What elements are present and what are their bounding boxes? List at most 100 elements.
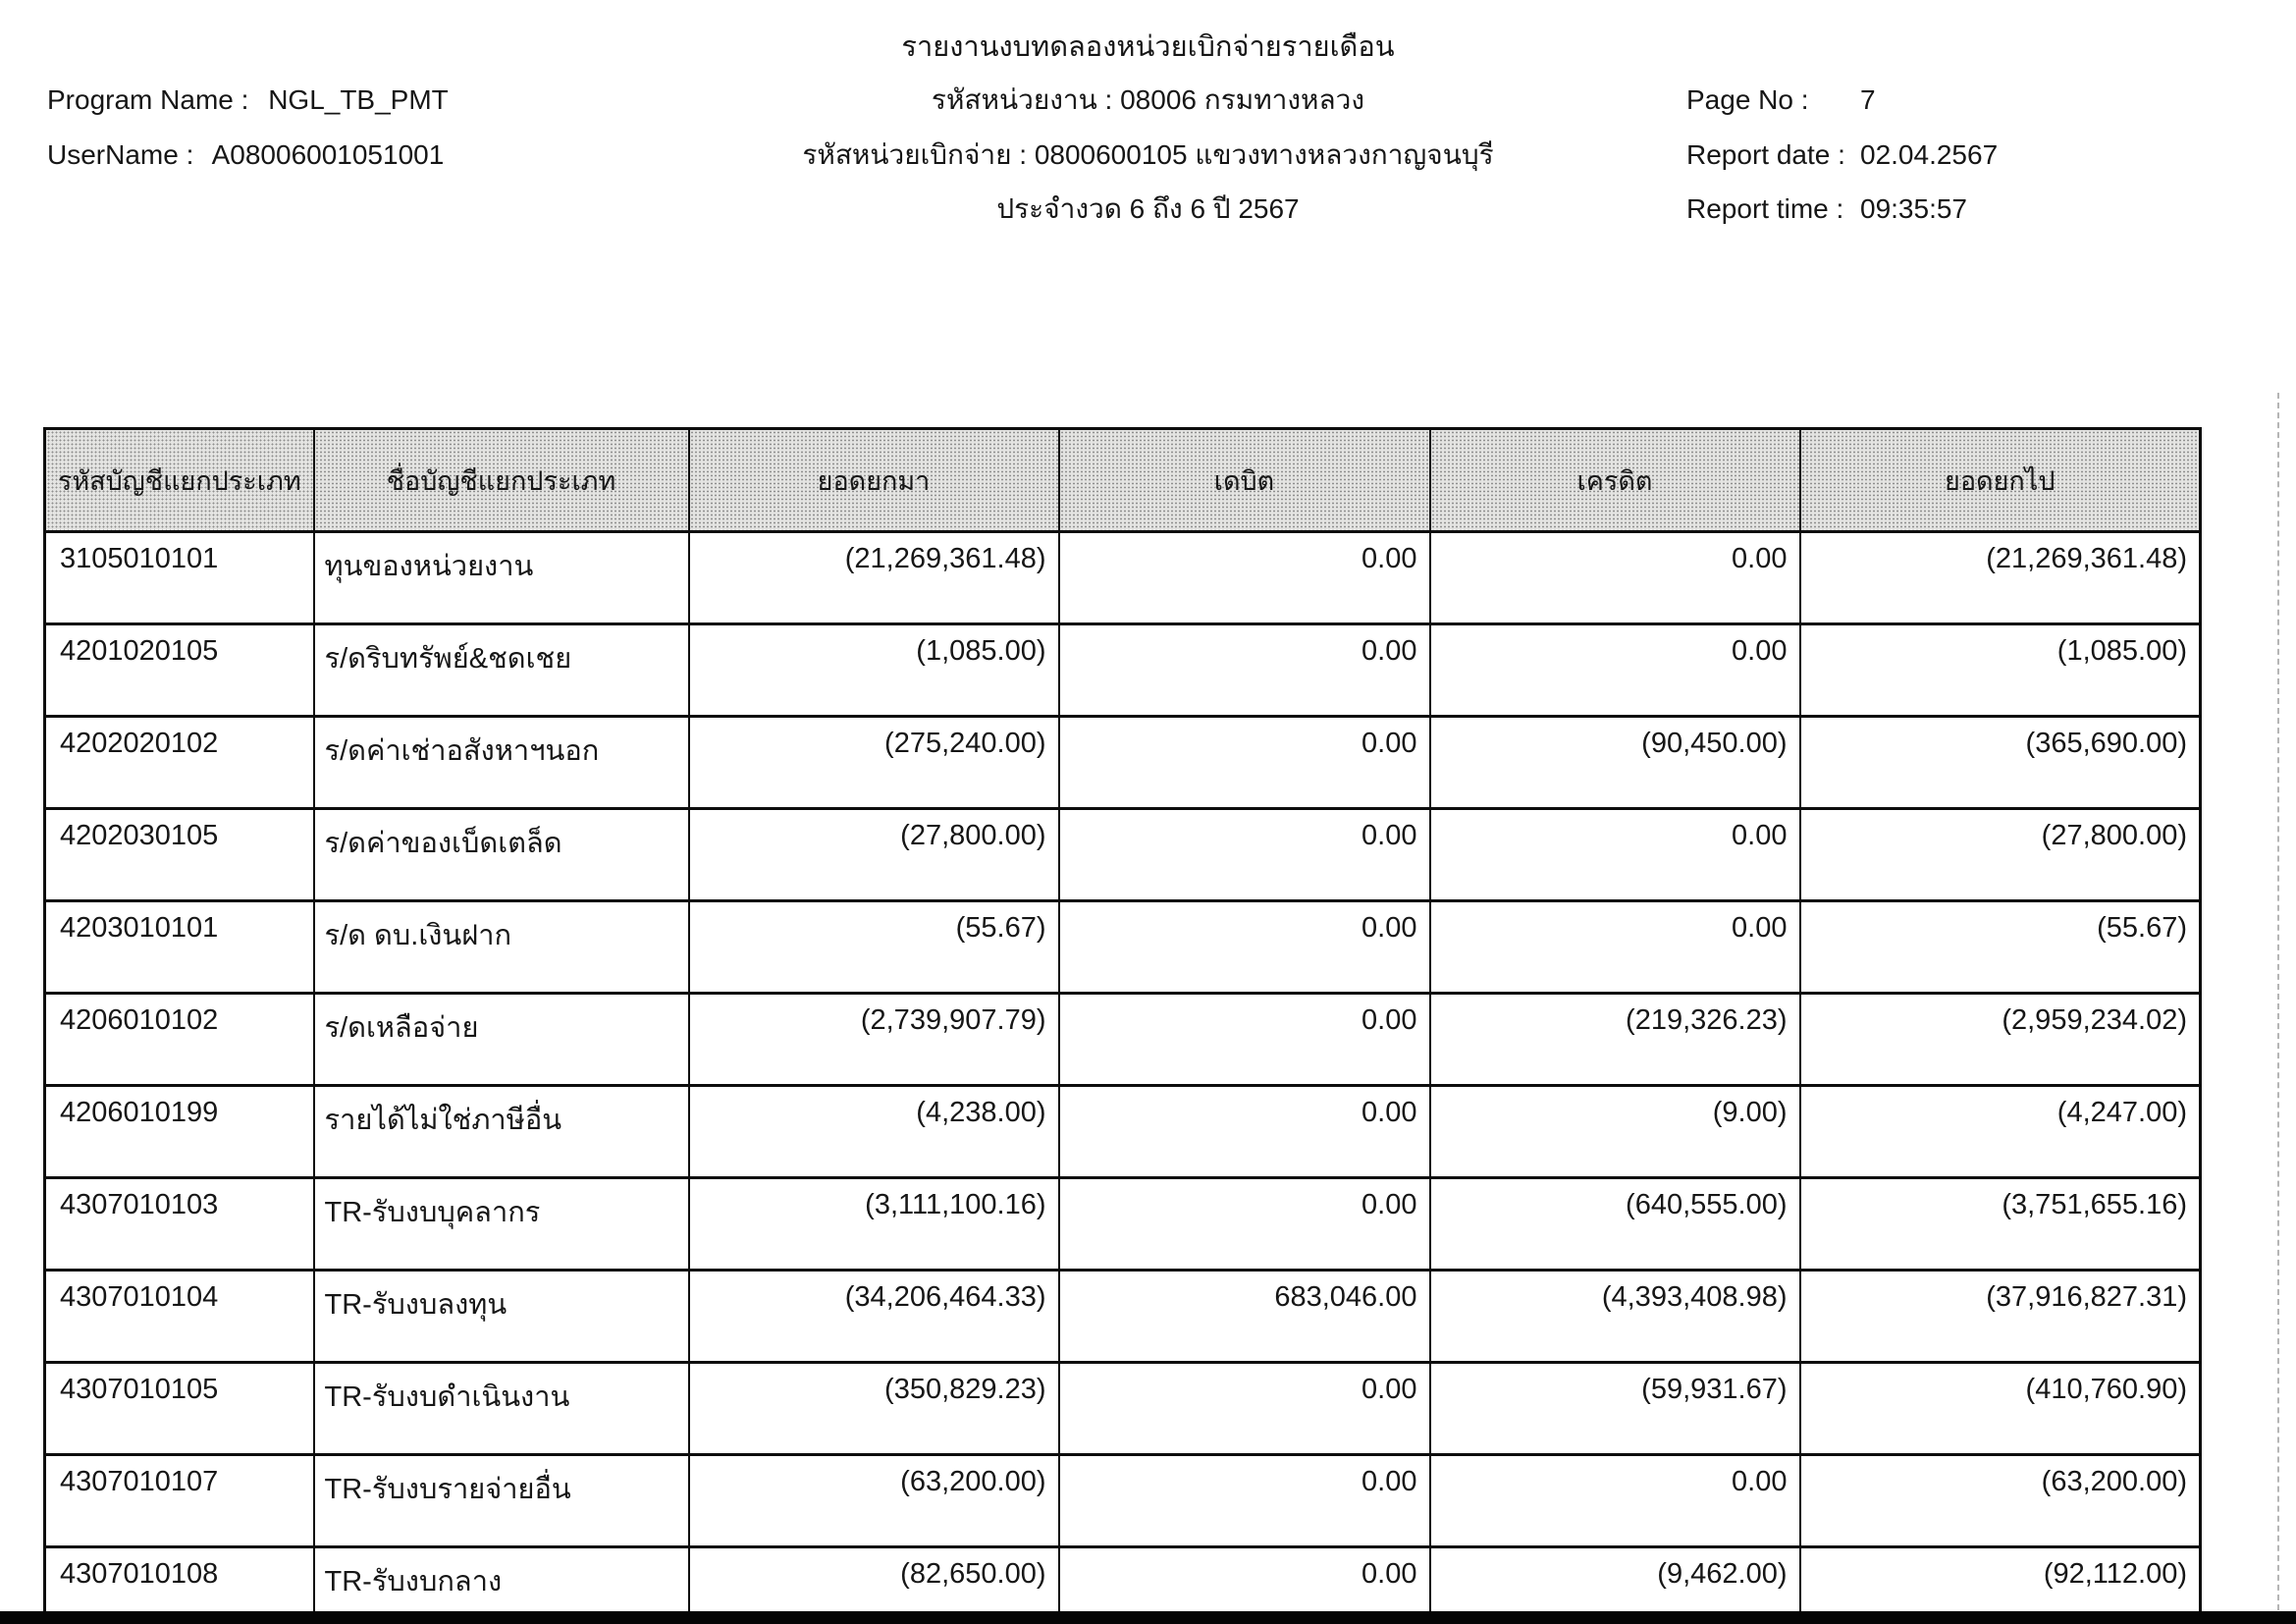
cell-ending-balance: (37,916,827.31) (1798, 1269, 2202, 1364)
cell-account-name: TR-รับงบบุคลากร (312, 1176, 690, 1272)
table-header: รหัสบัญชีแยกประเภท ชื่อบัญชีแยกประเภท ยอ… (43, 427, 2202, 533)
page-no-value: 7 (1860, 84, 1876, 115)
cell-ending-balance: (27,800.00) (1798, 807, 2202, 902)
cell-account-code: 3105010101 (43, 530, 315, 625)
cell-beginning-balance: (63,200.00) (687, 1453, 1060, 1548)
table-row: 4307010107 TR-รับงบรายจ่ายอื่น (63,200.00)… (43, 1453, 2202, 1548)
page-no-label: Page No : (1686, 84, 1809, 115)
table-row: 4202030105 ร/ดค่าของเบ็ดเตล็ด (27,800.00) 0… (43, 807, 2202, 902)
report-title: รายงานงบทดลองหน่วยเบิกจ่ายรายเดือน (901, 31, 1395, 63)
period-line: ประจำงวด 6 ถึง 6 ปี 2567 (996, 193, 1300, 224)
agency-value: 08006 กรมทางหลวง (1120, 84, 1365, 115)
cell-ending-balance: (3,751,655.16) (1798, 1176, 2202, 1272)
table-row: 4307010103 TR-รับงบบุคลากร (3,111,100.16) 0… (43, 1176, 2202, 1272)
cell-account-code: 4206010199 (43, 1084, 315, 1179)
cell-account-code: 4206010102 (43, 992, 315, 1087)
report-date-label: Report date : (1686, 139, 1845, 170)
cell-credit: 0.00 (1428, 530, 1801, 625)
cell-debit: 0.00 (1057, 1176, 1431, 1272)
cell-ending-balance: (21,269,361.48) (1798, 530, 2202, 625)
cell-account-code: 4203010101 (43, 899, 315, 995)
column-header-ending-balance: ยอดยกไป (1798, 427, 2202, 533)
cell-debit: 0.00 (1057, 1453, 1431, 1548)
scan-artifact-bottom-bar (0, 1611, 2296, 1624)
cell-ending-balance: (365,690.00) (1798, 715, 2202, 810)
cell-ending-balance: (55.67) (1798, 899, 2202, 995)
disbursement-unit-label: รหัสหน่วยเบิกจ่าย : (802, 139, 1028, 170)
cell-credit: 0.00 (1428, 807, 1801, 902)
cell-credit: 0.00 (1428, 623, 1801, 718)
cell-beginning-balance: (350,829.23) (687, 1361, 1060, 1456)
cell-account-name: TR-รับงบรายจ่ายอื่น (312, 1453, 690, 1548)
column-header-debit: เดบิต (1057, 427, 1431, 533)
cell-beginning-balance: (21,269,361.48) (687, 530, 1060, 625)
cell-account-name: TR-รับงบดำเนินงาน (312, 1361, 690, 1456)
cell-beginning-balance: (34,206,464.33) (687, 1269, 1060, 1364)
cell-beginning-balance: (4,238.00) (687, 1084, 1060, 1179)
cell-beginning-balance: (55.67) (687, 899, 1060, 995)
cell-credit: 0.00 (1428, 1453, 1801, 1548)
table-row: 4202020102 ร/ดค่าเช่าอสังหาฯนอก (275,240.0… (43, 715, 2202, 810)
table-row: 4307010108 TR-รับงบกลาง (82,650.00) 0.00 (9,… (43, 1545, 2202, 1624)
cell-credit: (90,450.00) (1428, 715, 1801, 810)
cell-ending-balance: (2,959,234.02) (1798, 992, 2202, 1087)
cell-account-name: รายได้ไม่ใช่ภาษีอื่น (312, 1084, 690, 1179)
cell-beginning-balance: (82,650.00) (687, 1545, 1060, 1624)
cell-credit: (59,931.67) (1428, 1361, 1801, 1456)
cell-debit: 0.00 (1057, 1545, 1431, 1624)
username-line: UserName : A08006001051001 (47, 137, 444, 173)
column-header-account-code: รหัสบัญชีแยกประเภท (43, 427, 315, 533)
cell-account-name: TR-รับงบกลาง (312, 1545, 690, 1624)
table-body: 3105010101 ทุนของหน่วยงาน (21,269,361.48) 0… (43, 530, 2202, 1624)
cell-ending-balance: (63,200.00) (1798, 1453, 2202, 1548)
cell-debit: 0.00 (1057, 530, 1431, 625)
cell-debit: 0.00 (1057, 807, 1431, 902)
cell-account-code: 4201020105 (43, 623, 315, 718)
cell-account-code: 4307010103 (43, 1176, 315, 1272)
table-row: 4203010101 ร/ด ดบ.เงินฝาก (55.67) 0.00 0.00(… (43, 899, 2202, 995)
table-row: 4206010102 ร/ดเหลือจ่าย (2,739,907.79) 0.00… (43, 992, 2202, 1087)
table-row: 3105010101 ทุนของหน่วยงาน (21,269,361.48) 0… (43, 530, 2202, 625)
disbursement-unit-line: รหัสหน่วยเบิกจ่าย : 0800600105 แขวงทางหล… (0, 137, 2296, 173)
report-time-value: 09:35:57 (1860, 193, 1967, 224)
cell-beginning-balance: (3,111,100.16) (687, 1176, 1060, 1272)
agency-label: รหัสหน่วยงาน : (931, 84, 1113, 115)
cell-beginning-balance: (275,240.00) (687, 715, 1060, 810)
cell-ending-balance: (4,247.00) (1798, 1084, 2202, 1179)
table-row: 4206010199 รายได้ไม่ใช่ภาษีอื่น (4,238.00)… (43, 1084, 2202, 1179)
agency-line: รหัสหน่วยงาน : 08006 กรมทางหลวง (0, 82, 2296, 118)
program-name-line: Program Name : NGL_TB_PMT (47, 82, 449, 118)
cell-account-code: 4307010104 (43, 1269, 315, 1364)
cell-debit: 683,046.00 (1057, 1269, 1431, 1364)
cell-debit: 0.00 (1057, 992, 1431, 1087)
cell-beginning-balance: (27,800.00) (687, 807, 1060, 902)
column-header-account-name: ชื่อบัญชีแยกประเภท (312, 427, 690, 533)
cell-account-name: ร/ดค่าเช่าอสังหาฯนอก (312, 715, 690, 810)
username-label: UserName : (47, 139, 194, 170)
cell-account-name: TR-รับงบลงทุน (312, 1269, 690, 1364)
cell-ending-balance: (92,112.00) (1798, 1545, 2202, 1624)
cell-credit: (4,393,408.98) (1428, 1269, 1801, 1364)
username-value: A08006001051001 (211, 139, 445, 170)
cell-beginning-balance: (2,739,907.79) (687, 992, 1060, 1087)
cell-debit: 0.00 (1057, 1361, 1431, 1456)
column-header-beginning-balance: ยอดยกมา (687, 427, 1060, 533)
table-row: 4201020105 ร/ดริบทรัพย์&ชดเชย (1,085.00) 0.… (43, 623, 2202, 718)
cell-ending-balance: (1,085.00) (1798, 623, 2202, 718)
table-row: 4307010104 TR-รับงบลงทุน (34,206,464.33) 68… (43, 1269, 2202, 1364)
cell-debit: 0.00 (1057, 715, 1431, 810)
cell-account-code: 4307010105 (43, 1361, 315, 1456)
trial-balance-table: รหัสบัญชีแยกประเภท ชื่อบัญชีแยกประเภท ยอ… (43, 427, 2202, 1624)
cell-account-name: ร/ด ดบ.เงินฝาก (312, 899, 690, 995)
scan-artifact-dashed-line (2277, 393, 2279, 1610)
cell-account-code: 4202030105 (43, 807, 315, 902)
cell-account-code: 4307010108 (43, 1545, 315, 1624)
cell-debit: 0.00 (1057, 1084, 1431, 1179)
cell-account-name: ร/ดค่าของเบ็ดเตล็ด (312, 807, 690, 902)
table-header-row: รหัสบัญชีแยกประเภท ชื่อบัญชีแยกประเภท ยอ… (43, 427, 2202, 533)
report-time-label: Report time : (1686, 193, 1844, 224)
cell-credit: (640,555.00) (1428, 1176, 1801, 1272)
program-name-value: NGL_TB_PMT (268, 84, 449, 115)
program-name-label: Program Name : (47, 84, 249, 115)
